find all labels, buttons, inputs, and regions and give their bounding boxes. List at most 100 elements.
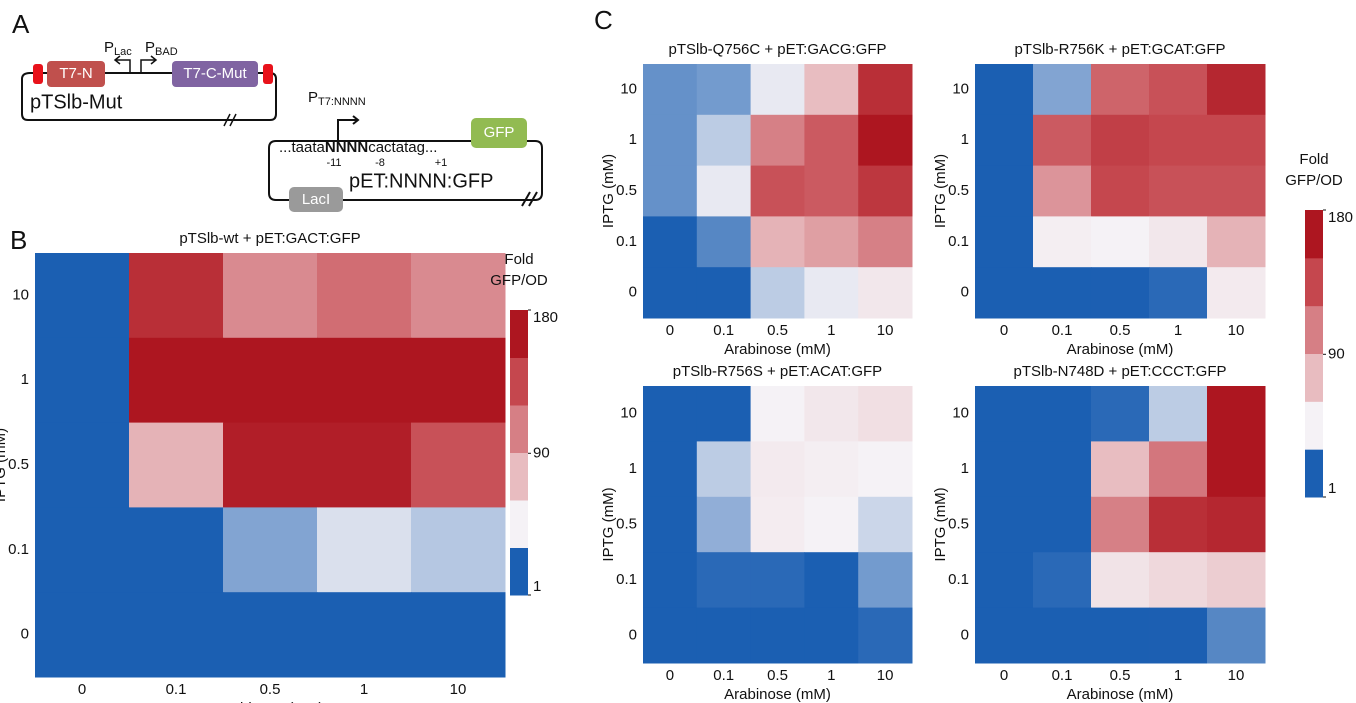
heatmap-cell bbox=[750, 165, 805, 217]
heatmap-cell bbox=[35, 592, 130, 678]
promoter-sub: BAD bbox=[155, 46, 178, 58]
x-tick-label: 0 bbox=[1000, 322, 1008, 339]
heatmap-cell bbox=[35, 507, 130, 593]
heatmap-cell bbox=[1033, 552, 1092, 609]
x-tick-label: 0 bbox=[1000, 667, 1008, 684]
heatmap-cell bbox=[411, 422, 506, 508]
colorbar-bin bbox=[510, 405, 528, 453]
heatmap-cell bbox=[1149, 64, 1208, 116]
heatmap-cell bbox=[804, 552, 859, 609]
gene-label: GFP bbox=[484, 124, 515, 141]
heatmap-cell bbox=[129, 592, 224, 678]
y-tick-label: 0 bbox=[961, 284, 969, 301]
heatmap-cell bbox=[1091, 165, 1150, 217]
heatmap-cell bbox=[317, 592, 412, 678]
heatmap-cell bbox=[696, 216, 752, 268]
heatmap-cell bbox=[129, 253, 224, 339]
heatmap-cell bbox=[643, 267, 698, 319]
heatmap-cell bbox=[643, 607, 698, 664]
heatmap-cell bbox=[129, 337, 224, 424]
heatmap-cell bbox=[696, 441, 752, 498]
y-tick-label: 1 bbox=[21, 371, 29, 388]
y-tick-label: 0.1 bbox=[948, 233, 969, 250]
heatmap-cell bbox=[1033, 267, 1092, 319]
y-tick-label: 0.1 bbox=[948, 571, 969, 588]
colorbar-tick-label: 90 bbox=[1328, 345, 1345, 362]
heatmap-cell bbox=[643, 165, 698, 217]
heatmap-cell bbox=[1033, 607, 1092, 664]
x-tick-label: 0.1 bbox=[166, 681, 187, 698]
heatmap-cell bbox=[696, 552, 752, 609]
y-tick-label: 1 bbox=[961, 131, 969, 148]
y-axis-label: IPTG (mM) bbox=[932, 154, 949, 228]
x-tick-label: 0.5 bbox=[1110, 322, 1131, 339]
y-tick-label: 0 bbox=[629, 284, 637, 301]
promoter-label: PLac bbox=[104, 39, 132, 58]
x-tick-label: 0.5 bbox=[767, 667, 788, 684]
x-axis-label: Arabinose (mM) bbox=[724, 686, 831, 703]
colorbar-bin bbox=[510, 500, 528, 548]
heatmap-cell bbox=[804, 496, 859, 553]
x-tick-label: 1 bbox=[1174, 322, 1182, 339]
heatmap-cell bbox=[750, 267, 805, 319]
heatmap-cell bbox=[804, 64, 859, 116]
heatmap-cell bbox=[317, 337, 412, 424]
heatmap-cell bbox=[696, 496, 752, 553]
heatmap-cell bbox=[858, 441, 913, 498]
x-tick-label: 0.5 bbox=[767, 322, 788, 339]
position: -8 bbox=[375, 157, 385, 169]
heatmap-cell bbox=[858, 114, 913, 167]
x-axis-label: Arabinose (mM) bbox=[1067, 341, 1174, 358]
heatmap-cell bbox=[750, 552, 805, 609]
heatmap-cell bbox=[804, 114, 859, 167]
y-tick-label: 0.5 bbox=[8, 456, 29, 473]
colorbar-title: Fold bbox=[1299, 151, 1328, 168]
colorbar-bin bbox=[510, 310, 528, 358]
heatmap-cell bbox=[411, 507, 506, 593]
heatmap-cell bbox=[858, 165, 913, 217]
heatmap-cell bbox=[975, 552, 1034, 609]
y-tick-label: 1 bbox=[629, 460, 637, 477]
colorbar-bin bbox=[1305, 353, 1323, 402]
y-tick-label: 0.1 bbox=[616, 571, 637, 588]
heatmap-cell bbox=[643, 216, 698, 268]
promoter-main: P bbox=[104, 39, 114, 56]
y-axis-label: IPTG (mM) bbox=[600, 487, 617, 561]
heatmap-cell bbox=[858, 496, 913, 553]
x-tick-label: 0 bbox=[666, 667, 674, 684]
heatmap-cell bbox=[1207, 165, 1266, 217]
heatmap-cell bbox=[1149, 165, 1208, 217]
heatmap-cell bbox=[1091, 607, 1150, 664]
heatmap-cell bbox=[1091, 496, 1150, 553]
promoter-main: P bbox=[145, 39, 155, 56]
heatmap-cell bbox=[129, 507, 224, 593]
colorbar-tick-label: 180 bbox=[533, 309, 558, 326]
heatmap-cell bbox=[1207, 496, 1266, 553]
heatmap-cell bbox=[1207, 64, 1266, 116]
gene-label: LacI bbox=[302, 191, 330, 208]
heatmap-cell bbox=[1207, 607, 1266, 664]
heatmap-cell bbox=[1033, 64, 1092, 116]
x-tick-label: 0.5 bbox=[260, 681, 281, 698]
promoter-sub: T7:NNNN bbox=[318, 96, 366, 108]
heatmap-cell bbox=[223, 337, 318, 424]
heatmap-cell bbox=[1149, 386, 1208, 442]
y-tick-label: 0.1 bbox=[616, 233, 637, 250]
heatmap-cell bbox=[1091, 552, 1150, 609]
chart-title: pTSlb-R756S + pET:ACAT:GFP bbox=[673, 363, 882, 380]
heatmap-cell bbox=[1033, 216, 1092, 268]
colorbar-title: GFP/OD bbox=[490, 272, 548, 289]
heatmap-cell bbox=[1149, 496, 1208, 553]
heatmap-cell bbox=[750, 114, 805, 167]
heatmap-cell bbox=[643, 496, 698, 553]
heatmap-cell bbox=[1207, 216, 1266, 268]
heatmap-cell bbox=[1149, 441, 1208, 498]
plasmid-name: pTSlb-Mut bbox=[30, 91, 123, 113]
chart-title: pTSlb-Q756C + pET:GACG:GFP bbox=[669, 41, 887, 58]
heatmap-cell bbox=[975, 267, 1034, 319]
heatmap-cell bbox=[975, 441, 1034, 498]
chart-title: pTSlb-wt + pET:GACT:GFP bbox=[179, 230, 360, 247]
heatmap-cell bbox=[858, 386, 913, 442]
